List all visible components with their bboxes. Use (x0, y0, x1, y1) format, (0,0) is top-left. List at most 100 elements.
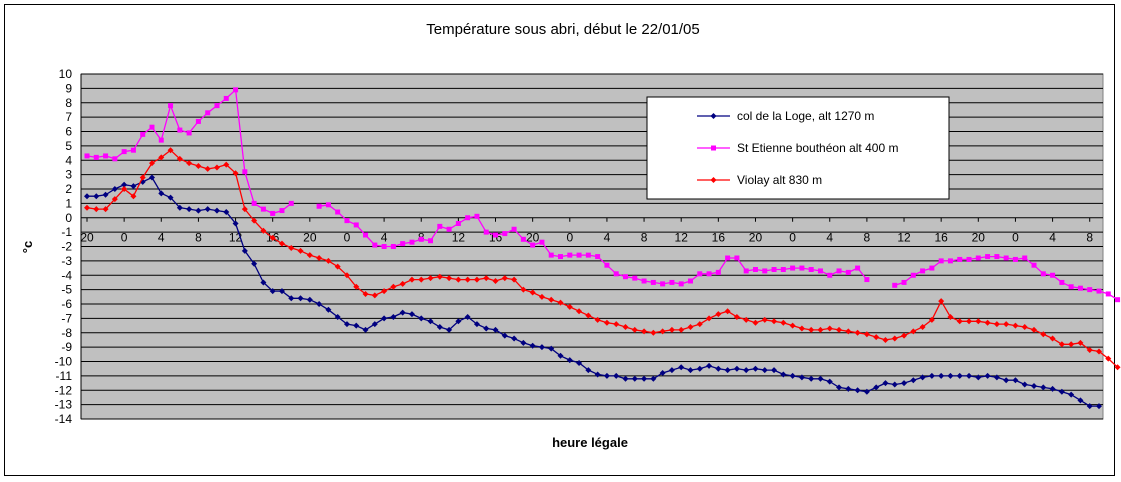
data-point (501, 275, 508, 282)
data-point (260, 206, 266, 212)
y-axis-ticks: 109876543210-1-2-3-4-5-6-7-8-9-10-11-12-… (55, 67, 73, 426)
data-point (659, 328, 666, 335)
series-line (86, 149, 1119, 368)
data-point (140, 131, 146, 137)
x-tick-label: 4 (158, 230, 165, 244)
data-point (158, 154, 165, 161)
y-tick-label: 7 (65, 110, 72, 124)
data-point (464, 276, 471, 283)
data-point (242, 169, 248, 175)
data-point (269, 234, 276, 241)
data-point (251, 260, 258, 267)
data-point (1021, 324, 1028, 330)
data-point (325, 202, 331, 208)
data-point (687, 367, 694, 374)
data-point (223, 161, 230, 168)
data-point (278, 288, 285, 295)
data-point (966, 372, 973, 379)
series-layer (84, 87, 1121, 410)
data-point (1031, 382, 1038, 389)
data-point (241, 247, 248, 254)
y-tick-label: 5 (65, 139, 72, 153)
data-point (1077, 285, 1083, 291)
data-point (557, 299, 564, 306)
data-point (1087, 287, 1093, 293)
data-point (622, 274, 628, 280)
data-point (863, 388, 870, 395)
data-point (761, 367, 768, 374)
x-tick-label: 12 (452, 230, 466, 244)
data-point (353, 283, 360, 290)
data-point (195, 118, 201, 124)
data-point (984, 319, 991, 326)
data-point (84, 193, 90, 200)
data-point (706, 315, 713, 322)
data-point (715, 269, 721, 275)
data-point (594, 371, 601, 378)
data-point (873, 384, 880, 391)
data-point (474, 213, 480, 219)
y-tick-label: -10 (55, 355, 73, 369)
data-point (725, 255, 731, 261)
data-point (84, 204, 90, 211)
x-tick-label: 20 (526, 230, 540, 244)
data-point (585, 312, 592, 319)
data-point (715, 365, 722, 372)
data-point (733, 313, 740, 320)
data-point (687, 324, 694, 330)
data-point (167, 194, 174, 201)
data-point (84, 153, 90, 159)
data-point (204, 165, 211, 172)
y-tick-label: 1 (65, 196, 72, 210)
data-point (343, 321, 350, 328)
data-point (724, 367, 731, 374)
data-point (148, 174, 155, 181)
data-point (641, 375, 648, 382)
x-tick-label: 20 (80, 230, 94, 244)
data-point (678, 364, 685, 371)
data-point (901, 380, 908, 387)
x-tick-label: 4 (1049, 230, 1056, 244)
y-tick-label: -8 (61, 326, 72, 340)
data-point (836, 268, 842, 274)
data-point (947, 372, 954, 379)
data-point (1031, 262, 1037, 268)
data-point (316, 255, 323, 261)
data-point (548, 345, 555, 352)
data-point (473, 276, 480, 283)
data-point (678, 326, 685, 333)
data-point (836, 326, 843, 333)
data-point (139, 174, 146, 181)
data-point (93, 154, 99, 160)
x-axis-ticks: 2004812162004812162004812162004812162004… (80, 217, 1093, 244)
data-point (418, 276, 425, 283)
data-point (558, 254, 564, 260)
data-point (891, 381, 898, 388)
data-point (1012, 322, 1019, 329)
x-tick-label: 8 (1086, 230, 1093, 244)
data-point (232, 170, 239, 177)
data-point (316, 203, 322, 209)
data-point (418, 315, 425, 322)
data-point (1003, 321, 1010, 328)
data-point (650, 375, 657, 382)
data-point (306, 296, 313, 303)
data-point (873, 334, 880, 341)
data-point (278, 240, 285, 247)
data-point (279, 208, 285, 214)
data-point (733, 365, 740, 372)
data-point (93, 193, 100, 200)
data-point (892, 282, 898, 288)
y-tick-label: -6 (61, 297, 72, 311)
data-point (520, 236, 526, 242)
data-point (102, 191, 109, 198)
data-point (668, 367, 675, 374)
data-point (530, 242, 536, 248)
y-tick-label: -5 (61, 283, 72, 297)
data-point (585, 367, 592, 374)
data-point (780, 371, 787, 378)
data-point (919, 324, 926, 330)
y-tick-label: 0 (65, 211, 72, 225)
data-point (1105, 355, 1112, 362)
data-point (1068, 341, 1075, 348)
